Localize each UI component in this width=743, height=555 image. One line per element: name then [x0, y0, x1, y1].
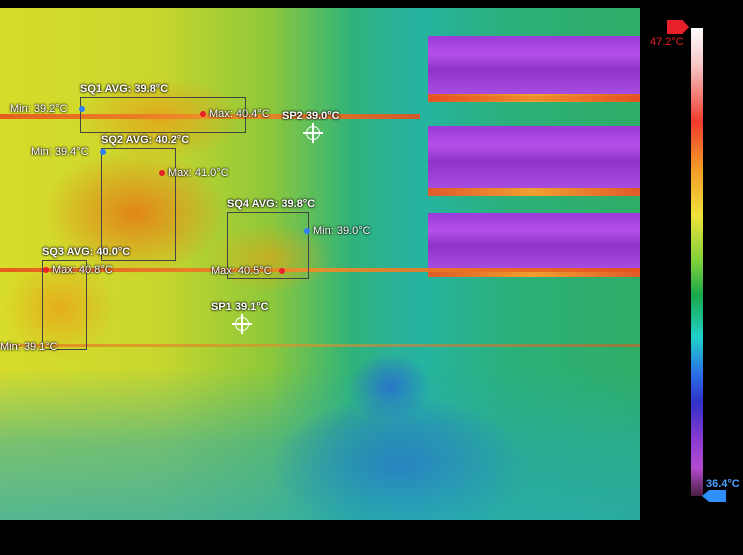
- roi-box-sq3[interactable]: [42, 260, 87, 350]
- roi-max-sq2: Max: 41.0°C: [168, 167, 229, 179]
- roi-label-sq3: SQ3 AVG: 40.0°C: [42, 246, 131, 258]
- thermal-image: [0, 8, 640, 520]
- min-marker: [304, 228, 310, 234]
- cool-ground-zone: [0, 368, 640, 520]
- spot-crosshair-sp1[interactable]: [232, 314, 252, 334]
- cold-pipe-1: [428, 36, 640, 102]
- scale-min-temp: 36.4°C: [706, 478, 740, 490]
- min-marker: [79, 106, 85, 112]
- min-temp-marker-icon: [702, 490, 726, 502]
- max-marker: [43, 267, 49, 273]
- temperature-color-scale: [691, 28, 703, 496]
- roi-label-sq4: SQ4 AVG: 39.8°C: [227, 198, 316, 210]
- roi-max-sq1: Max: 40.4°C: [209, 108, 270, 120]
- max-marker: [159, 170, 165, 176]
- max-temp-marker-icon: [667, 20, 689, 34]
- roi-min-sq2: Min: 39.4°C: [31, 146, 89, 158]
- roi-min-sq1: Min: 39.2°C: [10, 103, 68, 115]
- scale-max-temp: 47.2°C: [650, 36, 684, 48]
- roi-label-sq2: SQ2 AVG: 40.2°C: [101, 134, 190, 146]
- cold-pipe-2: [428, 126, 640, 196]
- hot-seam: [0, 344, 640, 347]
- spot-crosshair-sp2[interactable]: [303, 123, 323, 143]
- roi-box-sq2[interactable]: [101, 148, 176, 261]
- roi-box-sq1[interactable]: [80, 97, 246, 133]
- min-marker: [100, 149, 106, 155]
- spot-label-sp1: SP1 39.1°C: [211, 301, 269, 313]
- cold-pipe-3: [428, 213, 640, 277]
- roi-box-sq4[interactable]: [227, 212, 309, 279]
- roi-min-sq3: Min: 39.1°C: [0, 341, 58, 353]
- hot-seam: [430, 96, 640, 101]
- max-marker: [200, 111, 206, 117]
- roi-max-sq3: Max: 40.8°C: [52, 264, 113, 276]
- hot-seam: [0, 114, 420, 119]
- roi-min-sq4: Min: 39.0°C: [313, 225, 371, 237]
- max-marker: [279, 268, 285, 274]
- spot-label-sp2: SP2 39.0°C: [282, 110, 340, 122]
- roi-label-sq1: SQ1 AVG: 39.8°C: [80, 83, 169, 95]
- roi-max-sq4: Max: 40.5°C: [211, 265, 272, 277]
- hot-seam: [0, 268, 640, 272]
